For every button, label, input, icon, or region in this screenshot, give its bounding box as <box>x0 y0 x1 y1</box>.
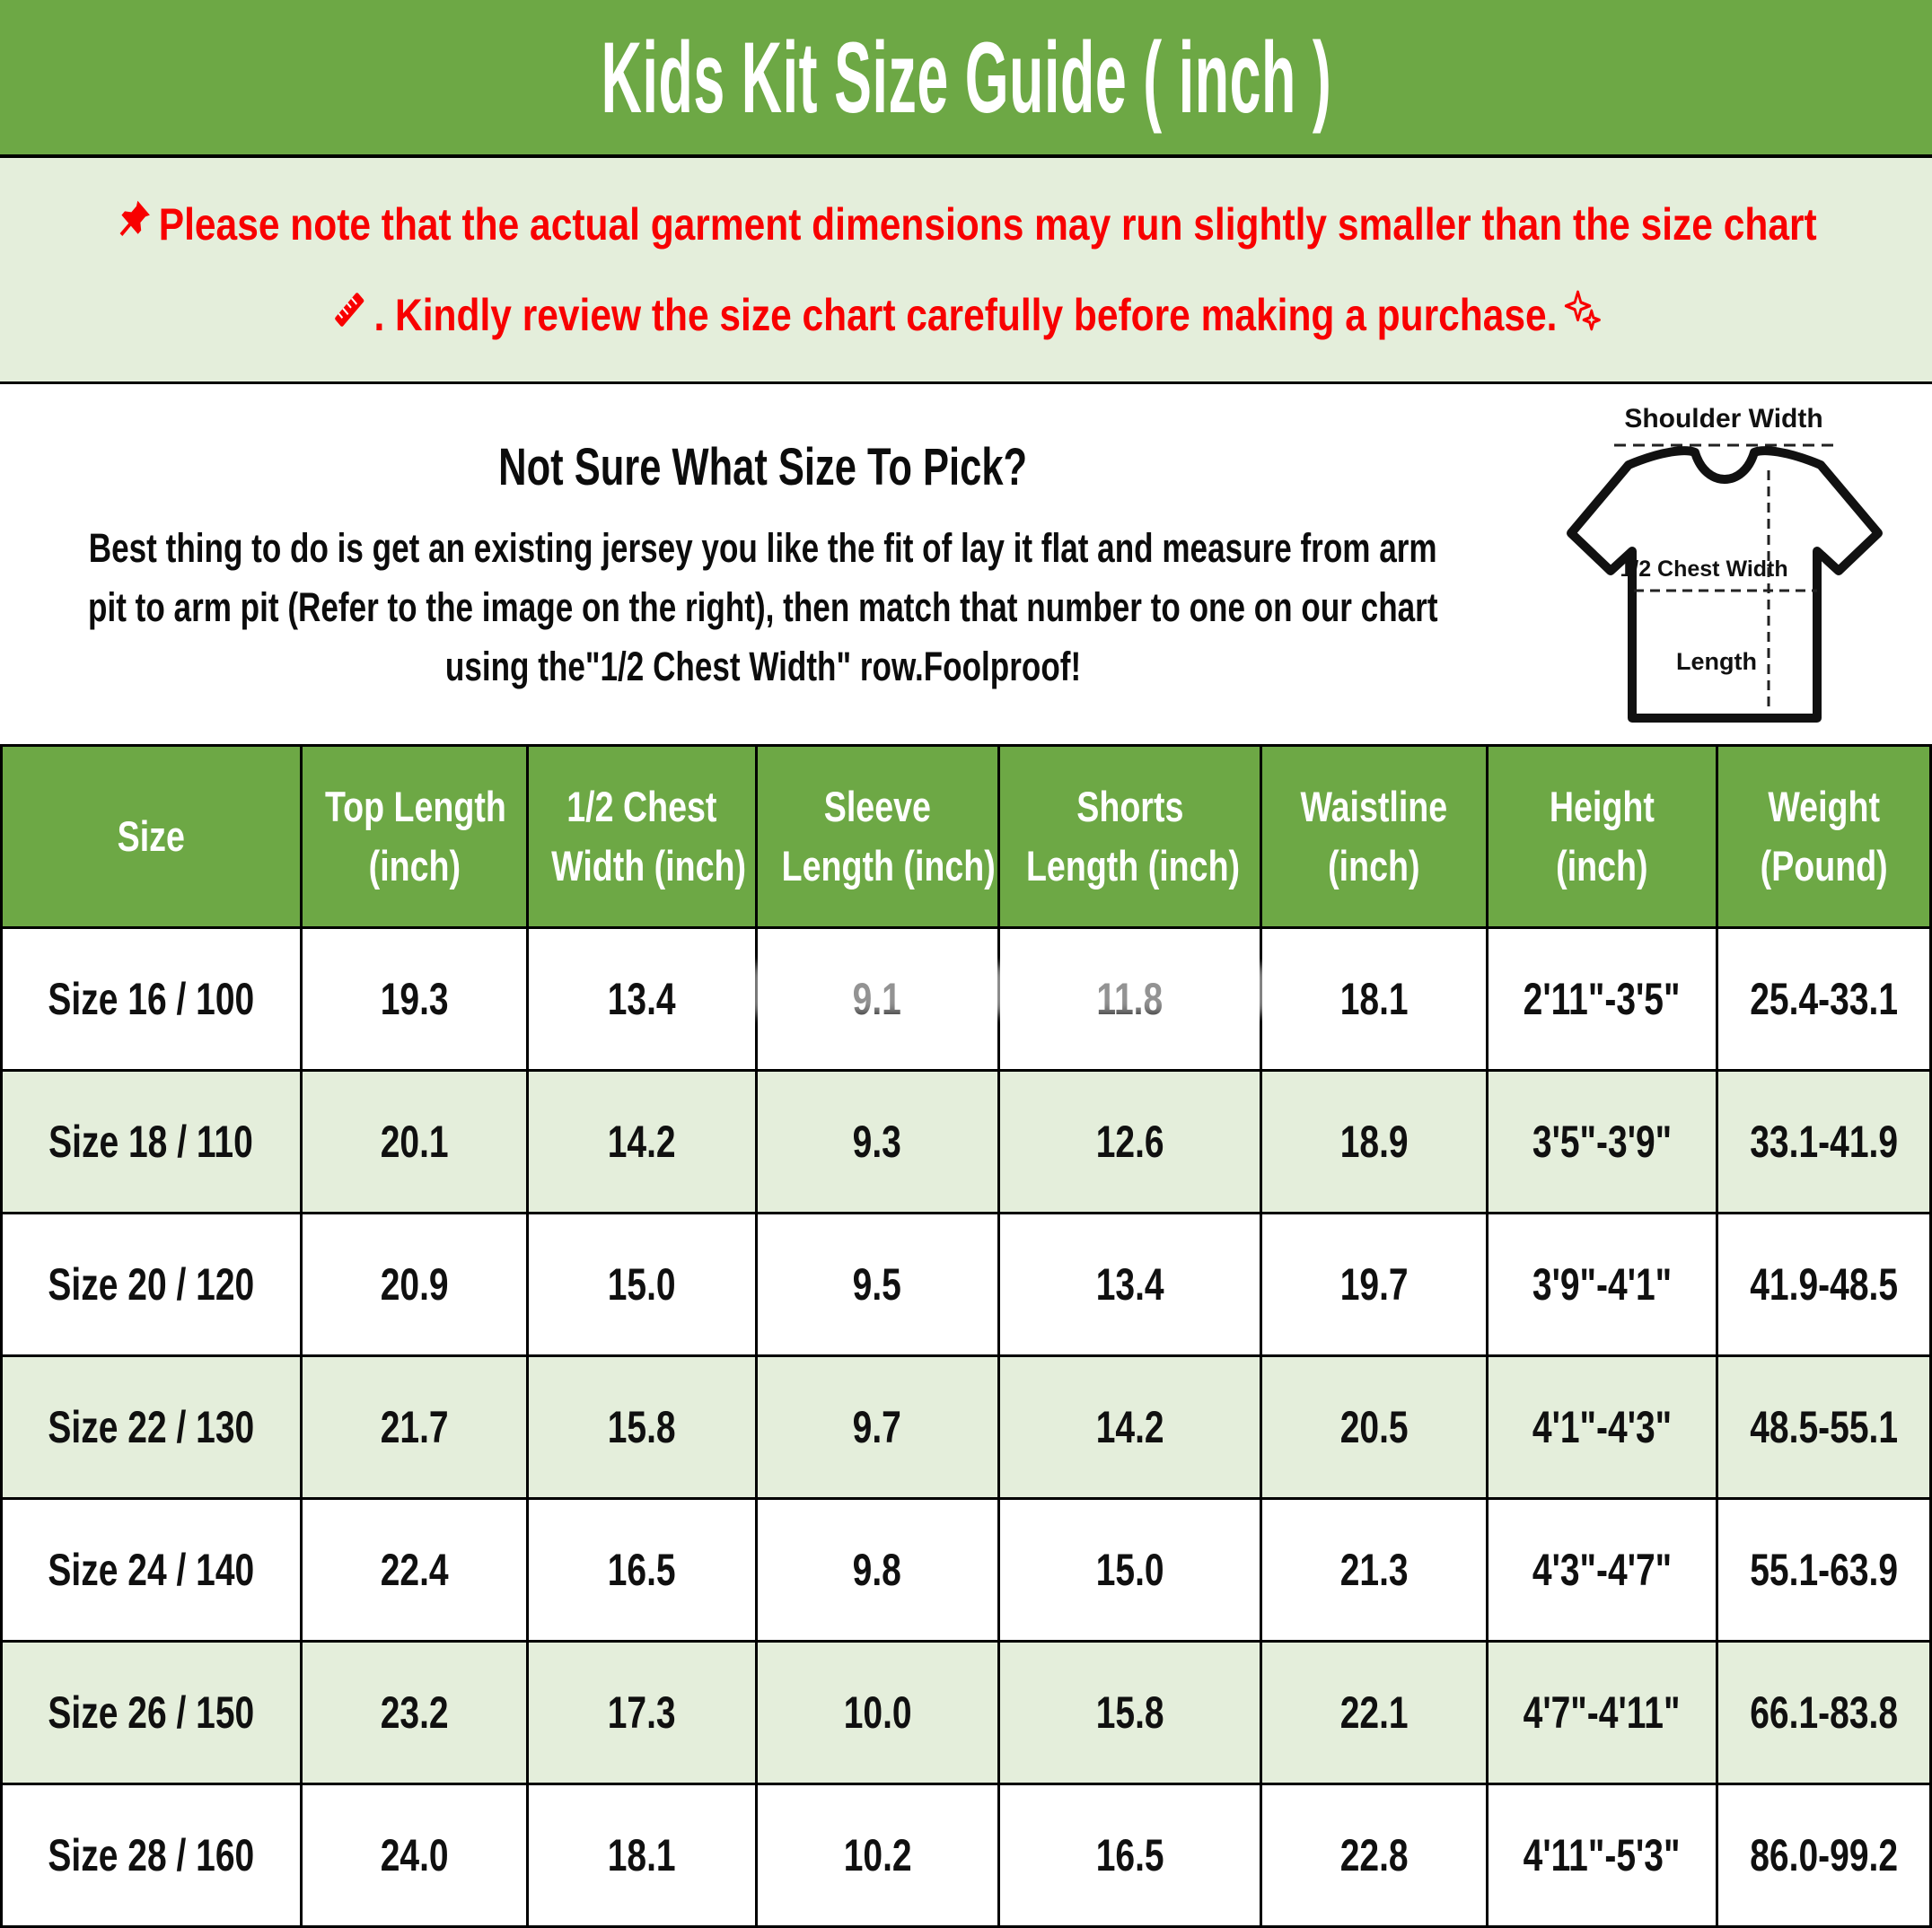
shorts-length-cell: 15.8 <box>997 1640 1263 1785</box>
note-line-1: Please note that the actual garment dime… <box>0 197 1932 251</box>
col-header-weight: Weight (Pound) <box>1715 744 1932 929</box>
note-banner: Please note that the actual garment dime… <box>0 158 1932 384</box>
waistline-cell: 22.8 <box>1260 1783 1489 1928</box>
weight-cell: 41.9-48.5 <box>1715 1212 1932 1357</box>
shorts-length-cell: 16.5 <box>997 1783 1263 1928</box>
top-length-cell: 20.1 <box>299 1069 530 1214</box>
col-header-height: Height (inch) <box>1485 744 1718 929</box>
half-chest-cell: 15.0 <box>526 1212 758 1357</box>
half-chest-width-label: 1/2 Chest Width <box>1620 556 1787 582</box>
shorts-length-cell: 15.0 <box>997 1497 1263 1643</box>
sleeve-length-cell: 9.1 <box>754 926 1000 1072</box>
col-header-half-chest-width: 1/2 Chest Width (inch) <box>526 744 758 929</box>
tshirt-outline <box>1567 446 1883 723</box>
sleeve-length-cell: 9.8 <box>754 1497 1000 1643</box>
waistline-cell: 22.1 <box>1260 1640 1489 1785</box>
top-length-cell: 24.0 <box>299 1783 530 1928</box>
sleeve-length-cell: 9.7 <box>754 1354 1000 1500</box>
ruler-icon <box>331 288 368 342</box>
waistline-cell: 19.7 <box>1260 1212 1489 1357</box>
col-header-sleeve-length: Sleeve Length (inch) <box>754 744 1000 929</box>
size-cell: Size 16 / 100 <box>0 926 303 1072</box>
note-text-2: . Kindly review the size chart carefully… <box>373 289 1558 340</box>
height-cell: 4'11"-5'3" <box>1485 1783 1718 1928</box>
table-row: Size 18 / 110 20.1 14.2 9.3 12.6 18.9 3'… <box>0 1069 1932 1214</box>
size-cell: Size 28 / 160 <box>0 1783 303 1928</box>
top-length-cell: 23.2 <box>299 1640 530 1785</box>
table-row: Size 28 / 160 24.0 18.1 10.2 16.5 22.8 4… <box>0 1783 1932 1928</box>
measure-help-heading: Not Sure What Size To Pick? <box>498 438 1028 496</box>
height-cell: 4'7"-4'11" <box>1485 1640 1718 1785</box>
waistline-cell: 21.3 <box>1260 1497 1489 1643</box>
weight-cell: 86.0-99.2 <box>1715 1783 1932 1928</box>
height-cell: 4'1"-4'3" <box>1485 1354 1718 1500</box>
col-header-waistline: Waistline (inch) <box>1260 744 1489 929</box>
half-chest-cell: 14.2 <box>526 1069 758 1214</box>
weight-cell: 55.1-63.9 <box>1715 1497 1932 1643</box>
top-length-cell: 22.4 <box>299 1497 530 1643</box>
weight-cell: 33.1-41.9 <box>1715 1069 1932 1214</box>
shorts-length-cell: 14.2 <box>997 1354 1263 1500</box>
shorts-length-cell: 13.4 <box>997 1212 1263 1357</box>
top-length-cell: 20.9 <box>299 1212 530 1357</box>
waistline-cell: 20.5 <box>1260 1354 1489 1500</box>
col-header-top-length: Top Length (inch) <box>299 744 530 929</box>
measure-help-text: Not Sure What Size To Pick? Best thing t… <box>0 384 1526 744</box>
shorts-length-cell: 12.6 <box>997 1069 1263 1214</box>
size-cell: Size 18 / 110 <box>0 1069 303 1214</box>
weight-cell: 25.4-33.1 <box>1715 926 1932 1072</box>
height-cell: 2'11"-3'5" <box>1485 926 1718 1072</box>
height-cell: 4'3"-4'7" <box>1485 1497 1718 1643</box>
page-title: Kids Kit Size Guide ( inch ) <box>601 21 1331 134</box>
size-cell: Size 24 / 140 <box>0 1497 303 1643</box>
note-line-2: . Kindly review the size chart carefully… <box>0 287 1932 343</box>
weight-cell: 48.5-55.1 <box>1715 1354 1932 1500</box>
top-length-cell: 19.3 <box>299 926 530 1072</box>
half-chest-cell: 18.1 <box>526 1783 758 1928</box>
sleeve-length-cell: 10.0 <box>754 1640 1000 1785</box>
size-table: Size Top Length (inch) 1/2 Chest Width (in… <box>0 744 1932 1928</box>
table-row: Size 22 / 130 21.7 15.8 9.7 14.2 20.5 4'… <box>0 1354 1932 1500</box>
table-header-row: Size Top Length (inch) 1/2 Chest Width (in… <box>0 744 1932 929</box>
half-chest-cell: 15.8 <box>526 1354 758 1500</box>
height-cell: 3'9"-4'1" <box>1485 1212 1718 1357</box>
measure-help-line: Best thing to do is get an existing jers… <box>89 525 1437 571</box>
height-cell: 3'5"-3'9" <box>1485 1069 1718 1214</box>
shorts-length-cell: 11.8 <box>997 926 1263 1072</box>
measure-help-line: pit to arm pit (Refer to the image on th… <box>88 584 1438 630</box>
size-cell: Size 22 / 130 <box>0 1354 303 1500</box>
measure-help-line: using the"1/2 Chest Width" row.Foolproof… <box>444 644 1082 689</box>
length-label: Length <box>1676 648 1757 675</box>
sleeve-length-cell: 9.5 <box>754 1212 1000 1357</box>
size-cell: Size 26 / 150 <box>0 1640 303 1785</box>
col-header-shorts-length: Shorts Length (inch) <box>997 744 1263 929</box>
table-row: Size 24 / 140 22.4 16.5 9.8 15.0 21.3 4'… <box>0 1497 1932 1643</box>
table-row: Size 16 / 100 19.3 13.4 9.1 11.8 18.1 2'… <box>0 926 1932 1072</box>
sleeve-length-cell: 9.3 <box>754 1069 1000 1214</box>
col-header-size: Size <box>0 744 303 929</box>
sleeve-length-cell: 10.2 <box>754 1783 1000 1928</box>
size-cell: Size 20 / 120 <box>0 1212 303 1357</box>
note-text-1: Please note that the actual garment dime… <box>158 198 1817 250</box>
sparkles-icon <box>1563 287 1602 343</box>
waistline-cell: 18.9 <box>1260 1069 1489 1214</box>
half-chest-cell: 16.5 <box>526 1497 758 1643</box>
pushpin-icon <box>116 197 153 251</box>
waistline-cell: 18.1 <box>1260 926 1489 1072</box>
table-row: Size 26 / 150 23.2 17.3 10.0 15.8 22.1 4… <box>0 1640 1932 1785</box>
weight-cell: 66.1-83.8 <box>1715 1640 1932 1785</box>
title-bar: Kids Kit Size Guide ( inch ) <box>0 0 1932 158</box>
tshirt-measure-diagram: Shoulder Width 1/2 Chest Width Length <box>1528 399 1928 738</box>
shoulder-width-label: Shoulder Width <box>1624 404 1822 434</box>
half-chest-cell: 17.3 <box>526 1640 758 1785</box>
half-chest-cell: 13.4 <box>526 926 758 1072</box>
top-length-cell: 21.7 <box>299 1354 530 1500</box>
table-row: Size 20 / 120 20.9 15.0 9.5 13.4 19.7 3'… <box>0 1212 1932 1357</box>
measure-help-section: Not Sure What Size To Pick? Best thing t… <box>0 384 1932 744</box>
